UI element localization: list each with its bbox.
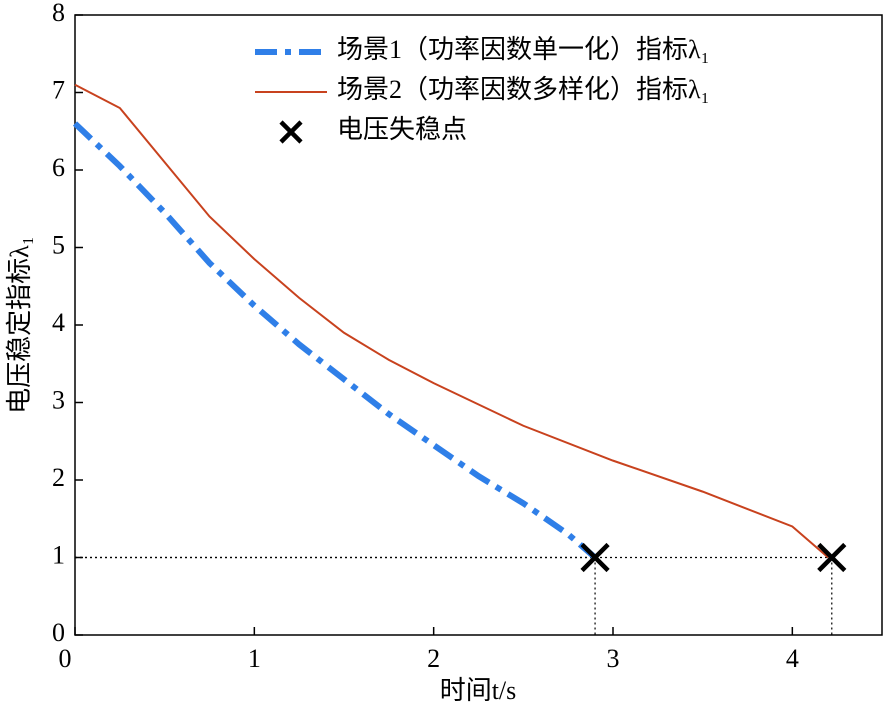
x-tick-label: 2 — [427, 644, 440, 673]
marker — [817, 542, 847, 573]
series-line — [74, 83, 829, 559]
y-tick-label: 7 — [52, 75, 65, 104]
y-tick-label: 3 — [52, 385, 65, 414]
y-tick-label: 0 — [52, 618, 65, 647]
x-tick-label: 0 — [59, 644, 72, 673]
y-tick-label: 2 — [52, 463, 65, 492]
x-tick-label: 4 — [786, 644, 799, 673]
legend-label: 电压失稳点 — [337, 115, 467, 144]
plot-frame — [74, 14, 883, 636]
marker — [580, 542, 610, 573]
legend-label: 场景1（功率因数单一化）指标λ₁ — [337, 35, 710, 64]
x-axis-label: 时间t/s — [440, 676, 517, 705]
legend-marker — [279, 120, 303, 144]
y-tick-label: 4 — [52, 308, 65, 337]
legend-label: 场景2（功率因数多样化）指标λ₁ — [337, 75, 710, 104]
y-tick-label: 5 — [52, 230, 65, 259]
x-tick-label: 1 — [248, 644, 261, 673]
y-tick-label: 1 — [52, 540, 65, 569]
y-tick-label: 6 — [52, 153, 65, 182]
series-line — [72, 121, 598, 560]
y-axis-label: 电压稳定指标λ₁ — [5, 236, 34, 414]
y-tick-label: 8 — [52, 0, 65, 27]
x-tick-label: 3 — [607, 644, 620, 673]
